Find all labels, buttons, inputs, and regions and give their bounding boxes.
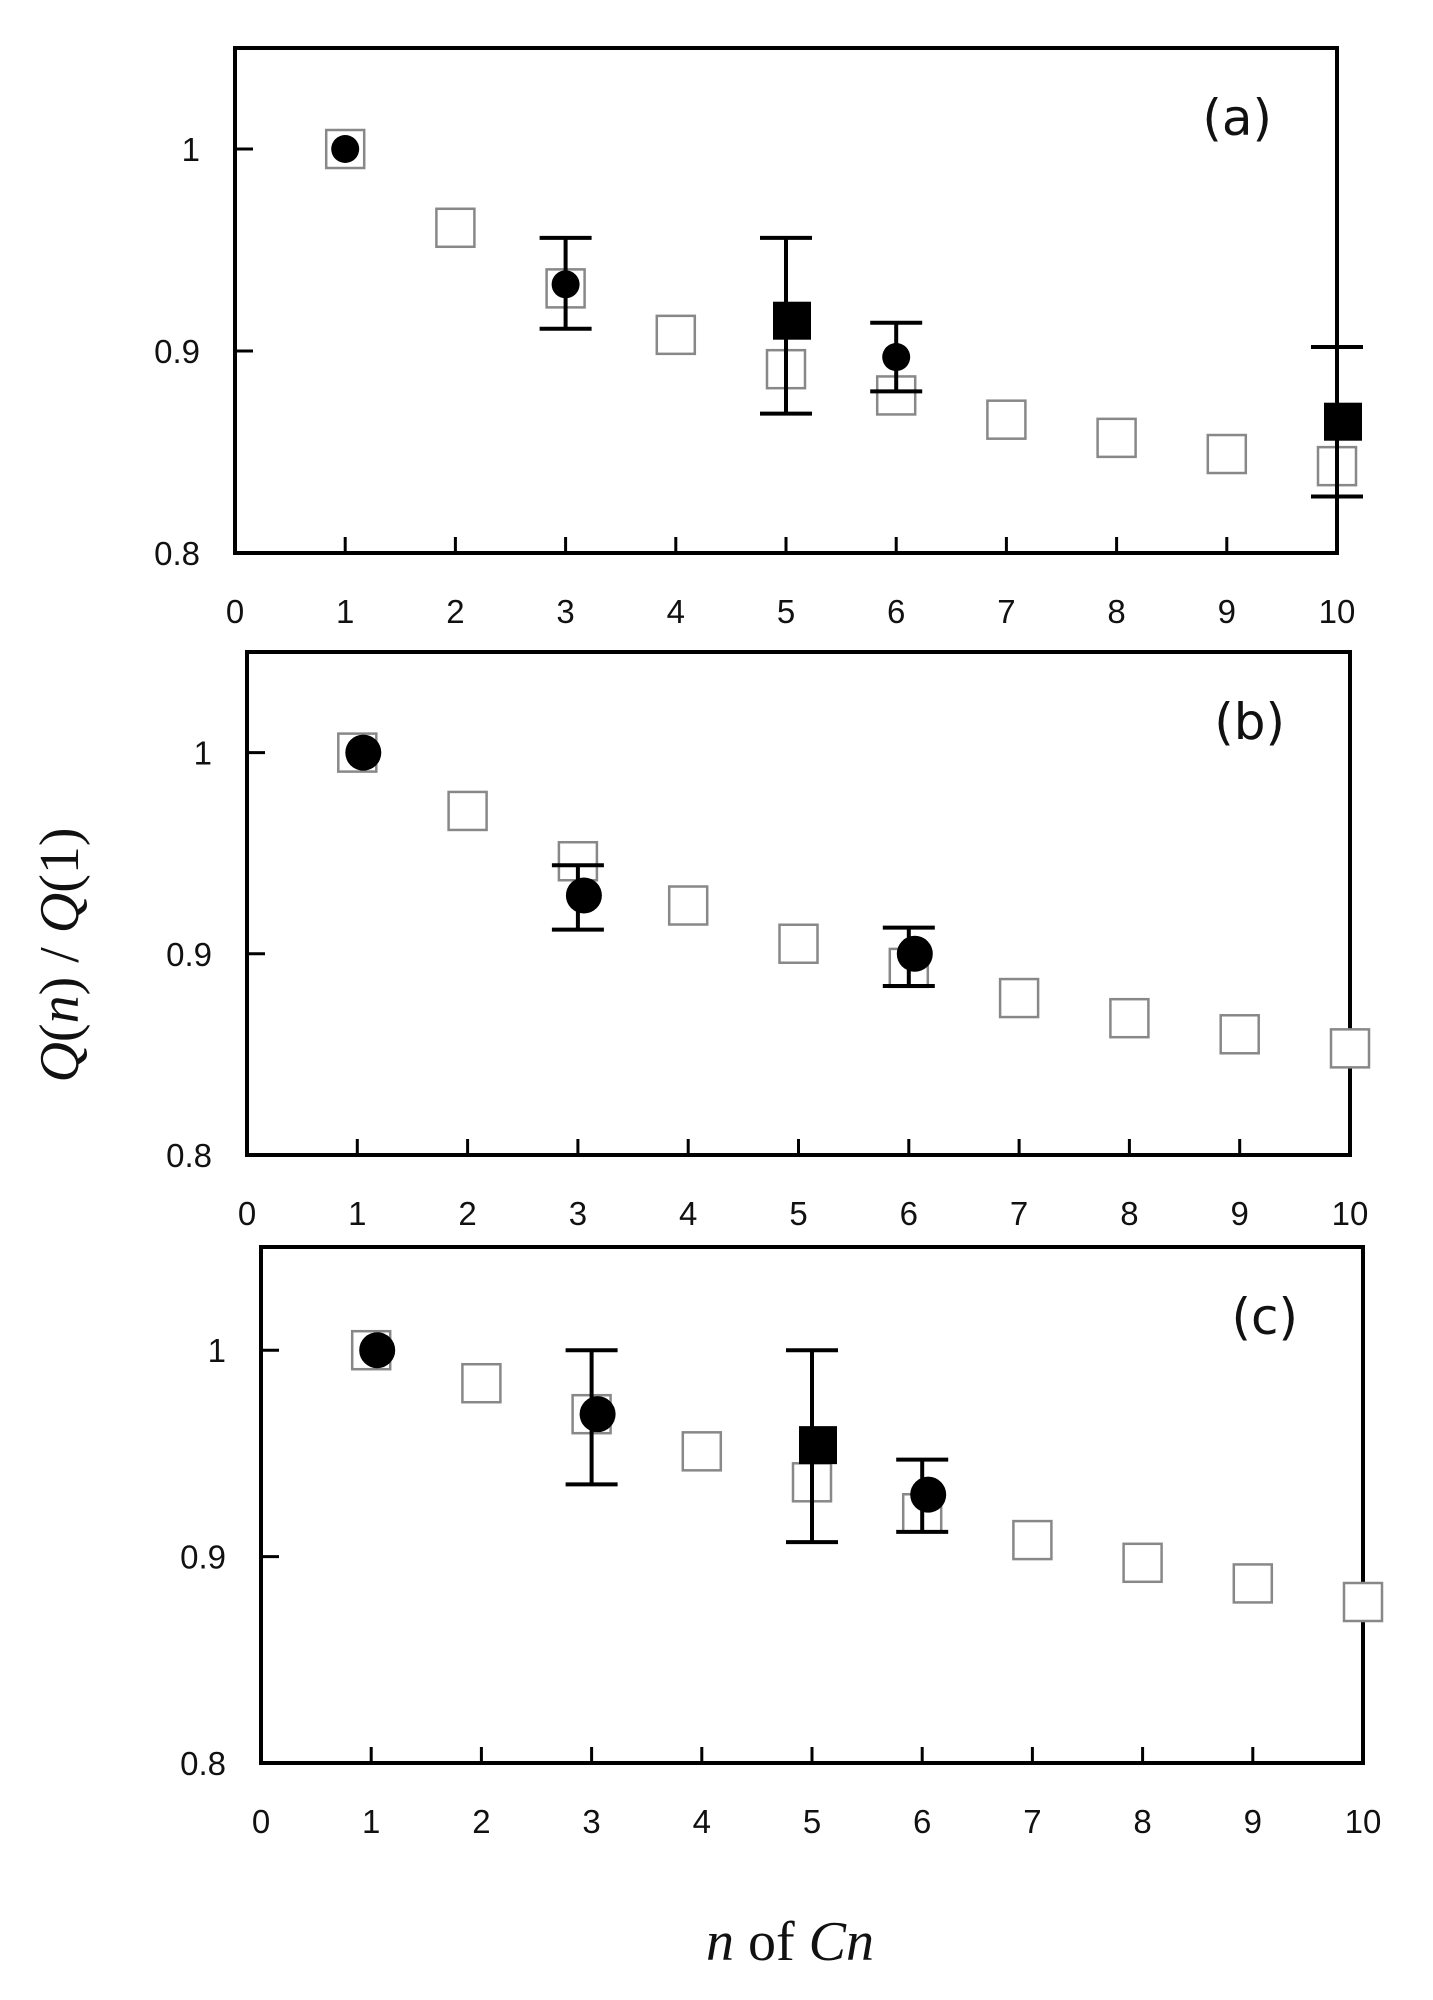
x-tick-label: 5	[777, 593, 795, 630]
open-square-point	[1232, 1563, 1274, 1604]
y-axis-title-p3: (1)	[29, 827, 91, 892]
open-square-point	[447, 790, 488, 832]
x-tick-label: 6	[913, 1803, 931, 1840]
x-tick-label: 5	[789, 1195, 807, 1232]
x-axis-title-var: n	[706, 1911, 734, 1973]
x-tick-label: 1	[362, 1803, 380, 1840]
y-axis-title-p1: (	[29, 1023, 91, 1042]
x-tick-label: 2	[446, 593, 464, 630]
open-square-point	[667, 885, 709, 926]
open-square-point	[778, 923, 819, 964]
y-tick-label: 1	[194, 735, 212, 772]
x-tick-label: 10	[1332, 1195, 1369, 1232]
y-tick-label: 0.9	[154, 333, 200, 370]
y-axis-title-sep: /	[29, 933, 91, 977]
panel-2: 0 1 2 3 4 5 6 7 8 9 10 0.8 0.9 1 (b)	[166, 650, 1371, 1232]
filled-circle-point	[579, 1396, 616, 1433]
open-square-point	[998, 977, 1040, 1019]
x-tick-label: 7	[997, 593, 1015, 630]
open-square-point	[986, 399, 1027, 440]
panel-label: (c)	[1231, 1288, 1298, 1346]
filled-circle-point	[551, 270, 580, 299]
panel-label: (b)	[1214, 693, 1285, 751]
y-tick-label: 0.9	[166, 936, 212, 973]
x-axis-title-mid: of	[734, 1911, 809, 1973]
x-axis-title: n of Cn	[706, 1911, 874, 1973]
filled-circle-point	[345, 734, 382, 771]
open-square-point	[1012, 1519, 1053, 1561]
x-tick-label: 1	[348, 1195, 366, 1232]
open-square-point	[461, 1362, 502, 1404]
open-square-point	[1342, 1581, 1384, 1623]
x-tick-label: 9	[1218, 593, 1236, 630]
y-tick-label: 0.8	[180, 1745, 226, 1782]
y-tick-label: 1	[208, 1332, 226, 1369]
panel-label: (a)	[1202, 89, 1272, 147]
x-tick-label: 0	[238, 1195, 256, 1232]
y-tick-label: 0.8	[166, 1137, 212, 1174]
x-tick-label: 4	[667, 593, 685, 630]
x-tick-label: 1	[336, 593, 354, 630]
y-axis-title-p2: )	[29, 977, 91, 996]
y-tick-label: 1	[182, 131, 200, 168]
open-square-point	[655, 314, 697, 356]
x-tick-label: 6	[887, 593, 905, 630]
x-tick-label: 4	[679, 1195, 697, 1232]
x-tick-label: 2	[458, 1195, 476, 1232]
panel-3: 0 1 2 3 4 5 6 7 8 9 10 0.8 0.9 1 (c)	[180, 1245, 1384, 1840]
x-tick-label: 7	[1023, 1803, 1041, 1840]
y-axis-title-q2: Q	[29, 893, 91, 933]
x-tick-label: 8	[1133, 1803, 1151, 1840]
y-tick-label: 0.9	[180, 1539, 226, 1576]
x-tick-label: 3	[556, 593, 574, 630]
panel-1: 0 1 2 3 4 5 6 7 8 9 10 0.8 0.9 1 (a)	[154, 46, 1363, 630]
x-axis-title-end: Cn	[809, 1911, 874, 1973]
y-axis-title-q1: Q	[29, 1042, 91, 1082]
filled-circle-point	[565, 877, 602, 914]
x-tick-label: 5	[803, 1803, 821, 1840]
x-tick-label: 2	[472, 1803, 490, 1840]
open-square-point	[1109, 997, 1150, 1039]
filled-circle-point	[910, 1476, 947, 1513]
filled-circle-point	[896, 935, 933, 972]
open-square-point	[435, 207, 476, 249]
x-tick-label: 3	[582, 1803, 600, 1840]
x-tick-label: 10	[1345, 1803, 1382, 1840]
filled-circle-point	[331, 135, 360, 163]
filled-square-point	[773, 301, 811, 340]
x-tick-label: 8	[1107, 593, 1125, 630]
x-tick-label: 7	[1010, 1195, 1028, 1232]
x-tick-label: 4	[693, 1803, 711, 1840]
filled-circle-point	[359, 1332, 396, 1369]
x-tick-label: 0	[252, 1803, 270, 1840]
x-tick-label: 8	[1120, 1195, 1138, 1232]
filled-square-point	[1324, 402, 1362, 441]
open-square-point	[1219, 1014, 1260, 1055]
x-tick-label: 10	[1319, 593, 1356, 630]
open-square-point	[1206, 433, 1248, 475]
y-axis-title: Q(n) / Q(1)	[29, 827, 91, 1082]
panels: 0 1 2 3 4 5 6 7 8 9 100.80.91(a)0 1 2 3 4 5 6 7 8 9 100.80.9…	[154, 46, 1384, 1840]
x-tick-label: 3	[569, 1195, 587, 1232]
x-tick-label: 9	[1231, 1195, 1249, 1232]
x-tick-label: 0	[226, 593, 244, 630]
x-tick-label: 6	[900, 1195, 918, 1232]
filled-circle-point	[882, 343, 911, 372]
open-square-point	[1329, 1028, 1371, 1069]
panel-frame	[245, 650, 1352, 1157]
open-square-point	[1096, 417, 1137, 459]
filled-square-point	[799, 1426, 837, 1465]
y-tick-label: 0.8	[154, 535, 200, 572]
x-tick-label: 9	[1244, 1803, 1262, 1840]
y-axis-title-n: n	[29, 995, 91, 1023]
open-square-point	[681, 1431, 723, 1472]
open-square-point	[1122, 1542, 1163, 1584]
